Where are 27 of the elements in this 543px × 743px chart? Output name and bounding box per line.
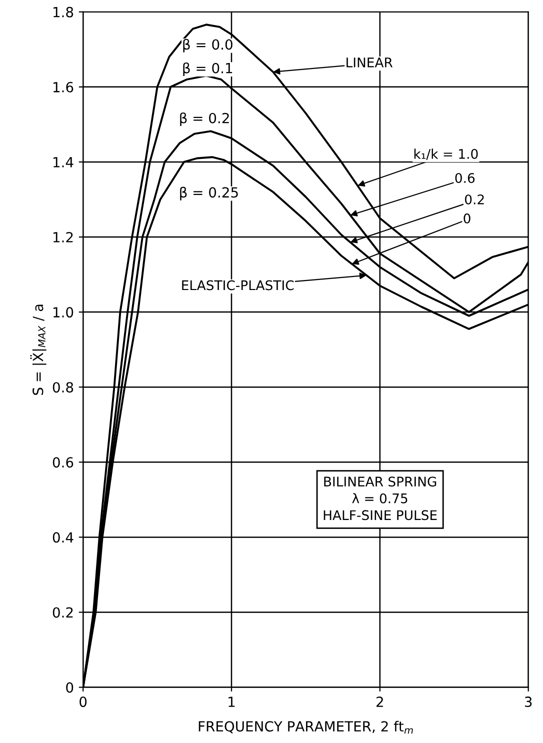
y-tick-label: 1.4 (53, 157, 74, 168)
annotation: 0 (464, 213, 470, 224)
annotation: β = 0.25 (180, 186, 238, 200)
annotation: ELASTIC-PLASTIC (182, 280, 294, 290)
y-tick-label: 1.2 (53, 232, 73, 242)
annotation: β = 0.0 (183, 38, 232, 52)
y-tick-label: 1.6 (53, 82, 74, 92)
annotation: 0.2 (464, 194, 484, 204)
annotation: k₁/k = 1.0 (414, 148, 478, 160)
y-tick-label: 0.4 (52, 532, 74, 543)
annotation: β = 0.2 (180, 112, 229, 126)
x-tick-label: 3 (524, 696, 532, 708)
annotation: LINEAR (346, 58, 393, 68)
y-tick-label: 0.6 (52, 457, 74, 468)
x-tick-label: 0 (80, 696, 87, 708)
y-tick-label: 1.8 (53, 6, 74, 18)
x-tick-label: 2 (376, 696, 383, 707)
x-tick-label: 1 (228, 696, 235, 707)
y-tick-label: 1.0 (53, 307, 74, 318)
y-axis-title: S̄ = |Ẍ|$_{MAX}$ / a (30, 304, 46, 395)
annotation: β = 0.1 (183, 62, 232, 76)
annotation: BILINEAR SPRING λ = 0.75 HALF-SINE PULSE (324, 476, 437, 520)
y-tick-label: 0.8 (52, 382, 74, 393)
x-axis-title: FREQUENCY PARAMETER, 2 ft$_{m}$ (198, 720, 413, 734)
annotation: 0.6 (455, 172, 475, 183)
y-tick-label: 0.2 (52, 607, 73, 618)
y-tick-label: 0 (66, 682, 74, 693)
